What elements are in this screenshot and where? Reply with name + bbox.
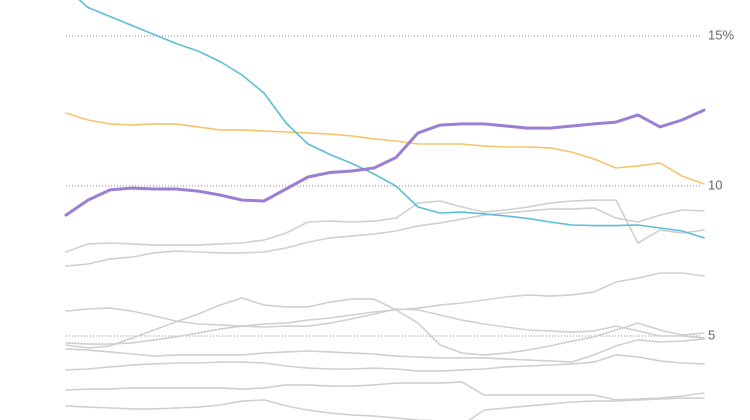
series-line <box>64 108 706 217</box>
lines <box>64 0 706 420</box>
series-line <box>65 272 705 345</box>
series-line <box>65 297 705 356</box>
series-line <box>65 397 705 420</box>
grid: 5 10 15% <box>66 27 734 342</box>
series-line <box>65 199 705 253</box>
series-line <box>78 0 705 239</box>
series-line <box>65 354 705 372</box>
series-line <box>65 307 705 339</box>
series-line <box>65 207 705 267</box>
y-tick-label: 15% <box>708 27 734 42</box>
y-tick-label: 10 <box>708 177 722 192</box>
series-line <box>65 112 705 185</box>
series-line <box>65 338 705 363</box>
y-tick-label: 5 <box>708 327 715 342</box>
series-line <box>65 381 705 401</box>
